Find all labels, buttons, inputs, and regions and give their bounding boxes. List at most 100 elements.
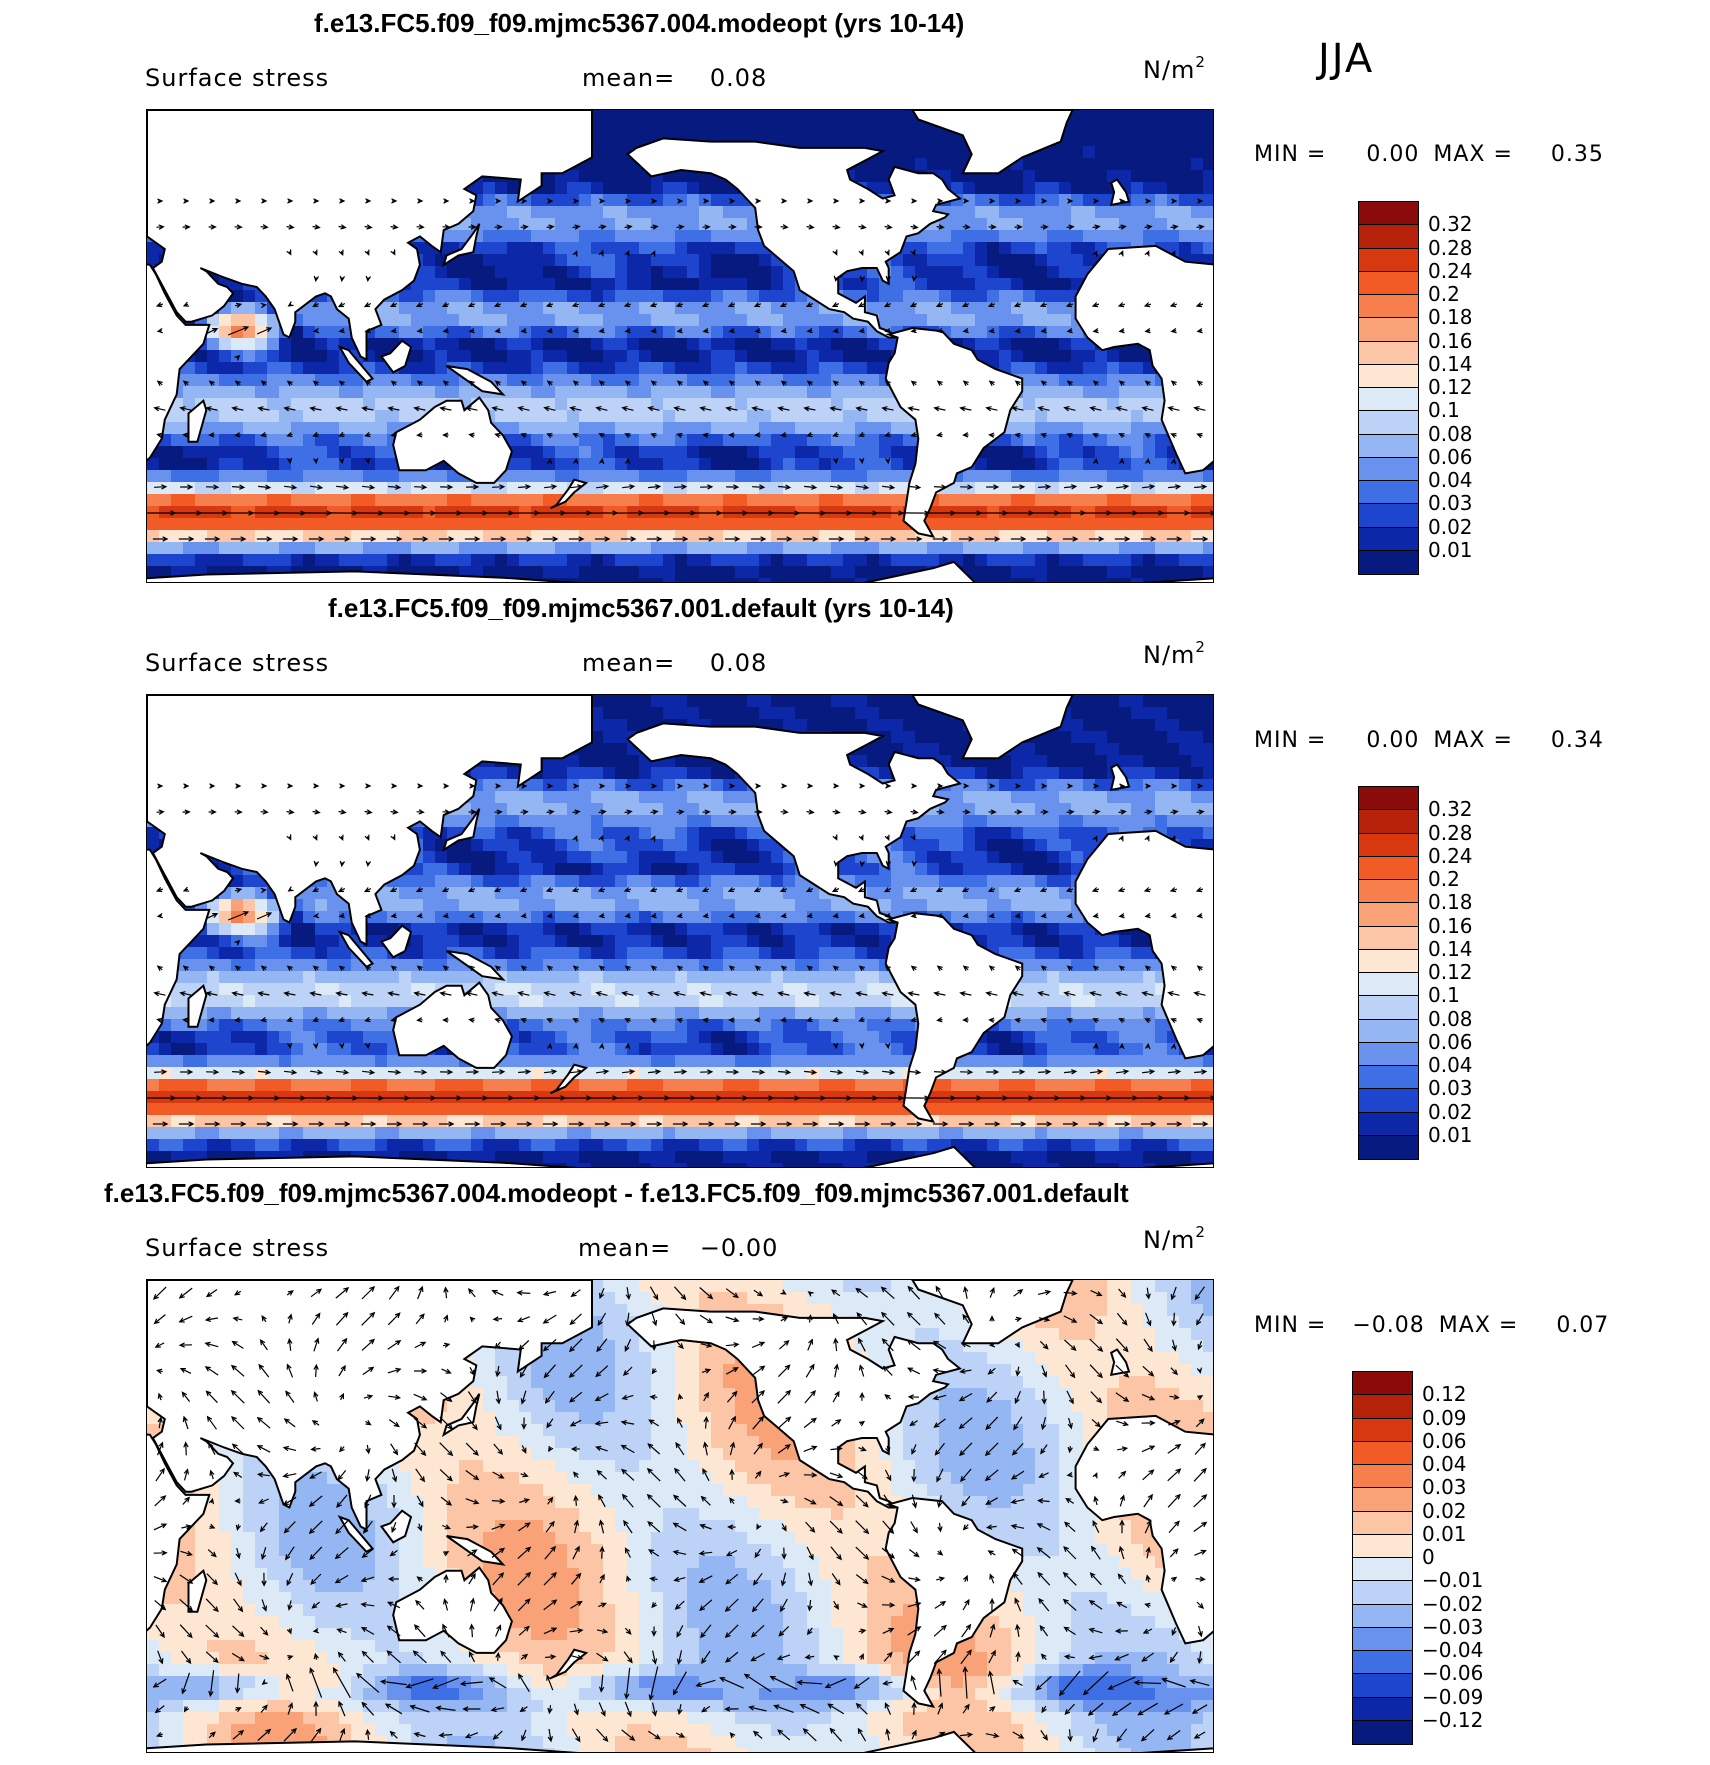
land-eurasia: [147, 110, 593, 362]
colorbar-swatch: [1353, 1465, 1412, 1489]
land-australia: [392, 981, 513, 1069]
panel-3-mean-text: mean=: [578, 1234, 672, 1262]
panel-1-mean-value: 0.08: [709, 64, 768, 92]
land-southam: [884, 911, 1024, 1124]
colorbar-tick-label: 0.09: [1422, 1405, 1467, 1430]
colorbar-tick-label: 0.2: [1428, 282, 1460, 306]
land-eurasia: [147, 1280, 593, 1532]
panel-1-units-base: N/m: [1143, 56, 1196, 84]
land-antarctica: [863, 1730, 1213, 1752]
land-antarctica: [863, 1145, 1213, 1167]
colorbar-swatch: [1353, 1418, 1412, 1442]
panel-1-colorbar: [1358, 201, 1419, 575]
panel-2-mean-value: 0.08: [709, 649, 768, 677]
panel-3-units-base: N/m: [1143, 1226, 1196, 1254]
land-newguinea: [446, 950, 506, 981]
colorbar-swatch: [1359, 810, 1418, 834]
colorbar-swatch: [1353, 1488, 1412, 1512]
colorbar-swatch: [1359, 364, 1418, 388]
colorbar-tick-label: 0.32: [1428, 797, 1473, 822]
colorbar-swatch: [1353, 1534, 1412, 1558]
panel-3-units: N/m2: [1143, 1223, 1206, 1254]
panel-2-variable-label: Surface stress: [145, 649, 330, 677]
colorbar-tick-label: 0.12: [1428, 960, 1473, 984]
panel-1-max-value: 0.35: [1550, 142, 1604, 167]
land-northam: [626, 137, 963, 339]
land-japan: [441, 223, 481, 268]
colorbar-swatch: [1359, 550, 1418, 574]
land-antarctica: [147, 1155, 578, 1167]
colorbar-tick-label: −0.09: [1422, 1684, 1484, 1709]
colorbar-tick-label: −0.02: [1422, 1591, 1484, 1616]
panel-3-variable-label: Surface stress: [145, 1234, 330, 1262]
land-australia: [392, 396, 513, 484]
land-greenland: [911, 695, 1074, 760]
colorbar-tick-label: 0.2: [1428, 867, 1460, 891]
land-madagascar: [187, 1568, 208, 1613]
panel-2-map: [146, 694, 1214, 1168]
land-africa: [1074, 244, 1213, 475]
colorbar-swatch: [1359, 833, 1418, 857]
panel-3-mean-label: mean= −0.00: [578, 1234, 778, 1262]
colorbar-swatch: [1359, 1135, 1418, 1159]
panel-3-max-label: MAX =: [1438, 1313, 1519, 1338]
colorbar-tick-label: 0.06: [1428, 444, 1473, 469]
land-sumatra: [337, 1515, 375, 1554]
colorbar-tick-label: 0.02: [1422, 1498, 1467, 1523]
panel-3-colorbar: [1352, 1371, 1413, 1745]
land-africa: [1074, 829, 1213, 1060]
land-sumatra: [337, 345, 375, 384]
colorbar-swatch: [1359, 202, 1418, 226]
panel-3-units-exp: 2: [1195, 1223, 1206, 1241]
colorbar-swatch: [1359, 411, 1418, 435]
colorbar-tick-label: 0.02: [1428, 1099, 1473, 1124]
panel-3-min-label: MIN =: [1254, 1313, 1327, 1338]
colorbar-swatch: [1353, 1581, 1412, 1605]
panel-1-min-label: MIN =: [1254, 142, 1327, 167]
colorbar-swatch: [1353, 1720, 1412, 1744]
panel-3-mean-value: −0.00: [699, 1234, 779, 1262]
panel-3-map-svg: [147, 1280, 1213, 1752]
panel-1-variable-label: Surface stress: [145, 64, 330, 92]
land-southam: [884, 1496, 1024, 1709]
colorbar-swatch: [1359, 434, 1418, 458]
land-antarctica: [147, 1740, 578, 1752]
colorbar-swatch: [1359, 271, 1418, 295]
colorbar-swatch: [1359, 527, 1418, 551]
colorbar-swatch: [1359, 1019, 1418, 1043]
colorbar-swatch: [1359, 787, 1418, 811]
colorbar-tick-label: 0.18: [1428, 890, 1473, 915]
land-borneo: [379, 1509, 413, 1544]
colorbar-swatch: [1359, 504, 1418, 528]
panel-2-map-svg: [147, 695, 1213, 1167]
panel-2-min-label: MIN =: [1254, 728, 1327, 753]
colorbar-tick-label: 0.06: [1428, 1029, 1473, 1054]
colorbar-swatch: [1353, 1697, 1412, 1721]
land-australia: [392, 1566, 513, 1654]
colorbar-swatch: [1359, 926, 1418, 950]
colorbar-tick-label: 0.06: [1422, 1428, 1467, 1453]
panel-2-units-base: N/m: [1143, 641, 1196, 669]
colorbar-swatch: [1359, 457, 1418, 481]
land-britain: [1109, 1348, 1131, 1377]
colorbar-tick-label: 0.18: [1428, 305, 1473, 330]
panel-1-minmax: MIN = 0.00 MAX = 0.35: [1254, 142, 1604, 167]
colorbar-swatch: [1359, 1089, 1418, 1113]
land-greenland: [911, 110, 1074, 175]
colorbar-swatch: [1353, 1511, 1412, 1535]
colorbar-swatch: [1359, 880, 1418, 904]
colorbar-tick-label: 0.01: [1428, 1122, 1473, 1147]
land-borneo: [379, 339, 413, 374]
colorbar-tick-label: 0.04: [1428, 468, 1473, 492]
colorbar-swatch: [1359, 903, 1418, 927]
panel-1-units-exp: 2: [1195, 53, 1206, 71]
colorbar-tick-label: 0.32: [1428, 212, 1473, 237]
season-label: JJA: [1318, 36, 1375, 82]
land-madagascar: [187, 983, 208, 1028]
land-japan: [441, 808, 481, 853]
panel-2-units-exp: 2: [1195, 638, 1206, 656]
panel-1-units: N/m2: [1143, 53, 1206, 84]
colorbar-swatch: [1353, 1604, 1412, 1628]
colorbar-swatch: [1359, 856, 1418, 880]
colorbar-swatch: [1359, 225, 1418, 249]
